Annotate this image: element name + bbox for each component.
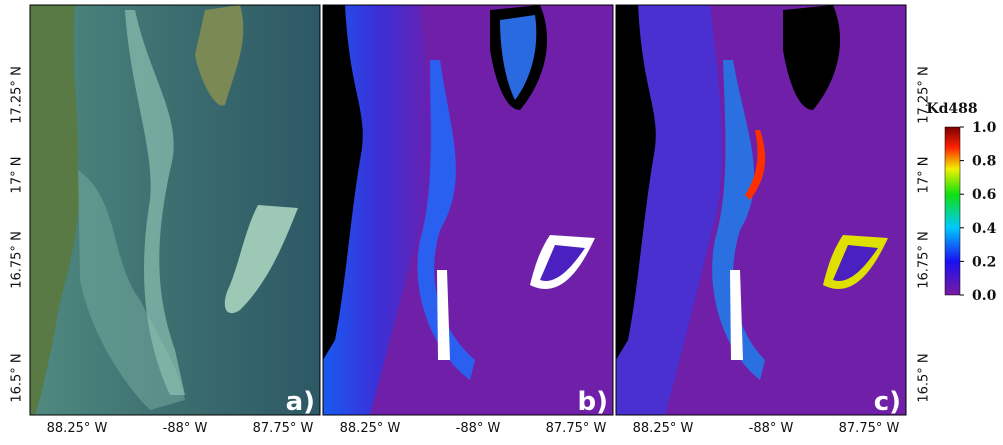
rgb-panel [30, 5, 320, 415]
colorbar-tick-label: 0.6 [972, 187, 996, 203]
colorbar-title: Kd488 [926, 101, 977, 117]
x-tick-label: 87.75° W [253, 421, 314, 436]
colorbar [944, 126, 961, 296]
y-tick-label: 17° N [10, 157, 25, 194]
x-tick-label: -88° W [163, 421, 208, 436]
y-tick-label: 16.75° N [917, 231, 932, 289]
panel-frame [615, 4, 907, 416]
panel-frame [322, 4, 614, 416]
y-tick-label: 17.25° N [10, 66, 25, 124]
x-tick-label: -88° W [456, 421, 501, 436]
x-tick-label: 88.25° W [340, 421, 401, 436]
colorbar-tick-label: 0.8 [972, 154, 996, 170]
y-tick-label: 16.5° N [10, 353, 25, 402]
kd-panel [616, 5, 906, 415]
colorbar-tick-label: 0.2 [972, 254, 996, 270]
x-tick-label: -88° W [749, 421, 794, 436]
x-tick-label: 88.25° W [47, 421, 108, 436]
panel-label: a) [286, 387, 315, 417]
panel-frame [29, 4, 321, 416]
panel-label: b) [578, 387, 609, 417]
y-tick-label: 16.5° N [917, 353, 932, 402]
x-tick-label: 88.25° W [633, 421, 694, 436]
y-tick-label: 17.25° N [917, 66, 932, 124]
colorbar-tick-label: 0.0 [972, 288, 997, 304]
colorbar-tick-label: 1.0 [972, 120, 997, 136]
x-tick-label: 87.75° W [546, 421, 607, 436]
colorbar-tick-label: 0.4 [972, 221, 997, 237]
y-tick-label: 17° N [917, 157, 932, 194]
x-tick-label: 87.75° W [839, 421, 900, 436]
kd-panel [323, 5, 613, 415]
panel-label: c) [874, 387, 901, 417]
y-tick-label: 16.75° N [10, 231, 25, 289]
